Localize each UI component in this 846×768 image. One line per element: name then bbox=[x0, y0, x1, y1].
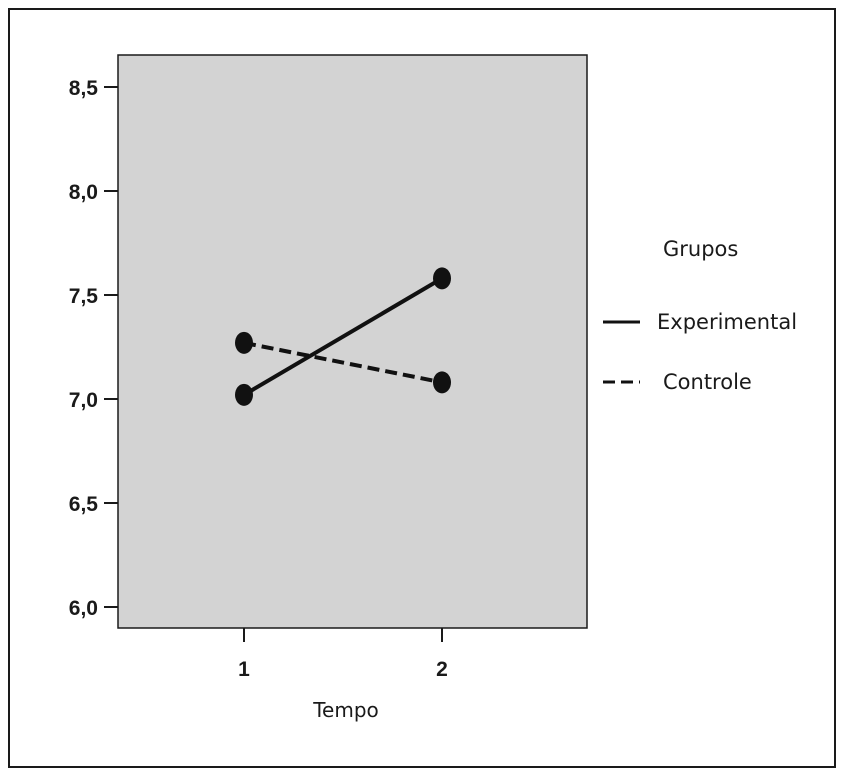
series-line-controle bbox=[243, 340, 443, 385]
y-tick-label: 7,0 bbox=[69, 389, 98, 412]
y-tick-label: 6,0 bbox=[69, 597, 98, 620]
x-tick-label: 2 bbox=[436, 658, 448, 681]
y-tick-label: 8,5 bbox=[69, 77, 99, 100]
legend-title: Grupos bbox=[663, 237, 738, 261]
data-point-controle-2 bbox=[433, 371, 451, 394]
series-line-experimental bbox=[242, 276, 444, 397]
plot-area bbox=[117, 54, 588, 629]
legend-label-experimental: Experimental bbox=[657, 310, 797, 334]
x-axis-title: Tempo bbox=[312, 698, 379, 722]
data-point-experimental-2 bbox=[433, 267, 451, 290]
y-tick-label: 7,5 bbox=[69, 285, 99, 308]
y-tick-label: 8,0 bbox=[69, 181, 98, 204]
series-layer bbox=[235, 267, 451, 406]
data-point-experimental-1 bbox=[235, 383, 253, 406]
data-point-controle-1 bbox=[235, 331, 253, 354]
y-tick-label: 6,5 bbox=[69, 493, 99, 516]
legend-label-controle: Controle bbox=[663, 370, 752, 394]
y-axis: 6,0 6,5 7,0 7,5 8,0 8,5 bbox=[69, 77, 118, 620]
legend: Grupos Experimental Controle bbox=[603, 237, 797, 394]
x-tick-label: 1 bbox=[238, 658, 250, 681]
